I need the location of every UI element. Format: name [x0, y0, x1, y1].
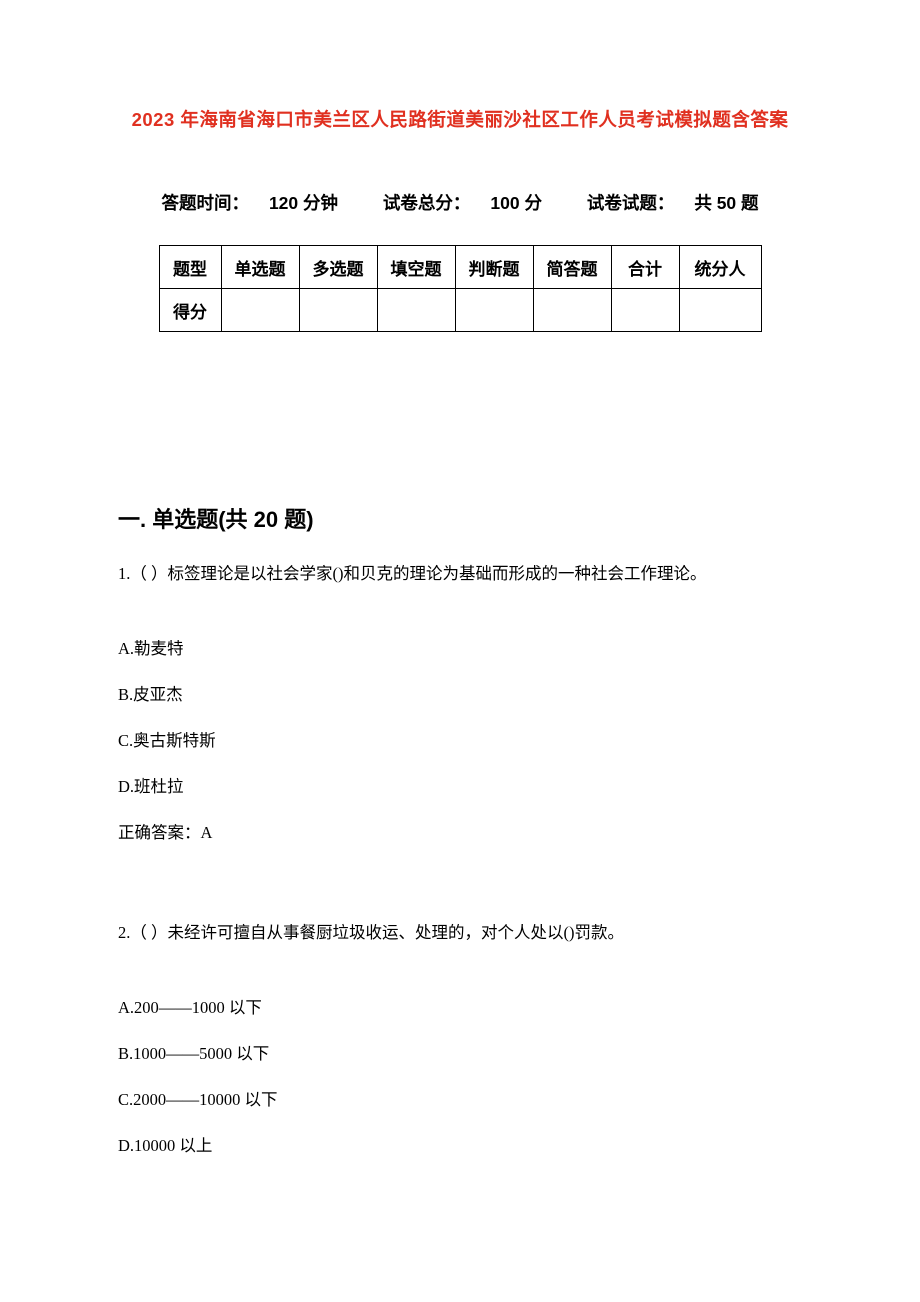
question-block: 2.（ ）未经许可擅自从事餐厨垃圾收运、处理的，对个人处以()罚款。 A.200…: [118, 921, 802, 1156]
time-label: 答题时间：120 分钟: [151, 193, 348, 213]
type-cell: 单选题: [221, 246, 299, 289]
question-block: 1.（ ）标签理论是以社会学家()和贝克的理论为基础而形成的一种社会工作理论。 …: [118, 562, 802, 843]
question-stem: 2.（ ）未经许可擅自从事餐厨垃圾收运、处理的，对个人处以()罚款。: [118, 921, 802, 946]
score-cell: [611, 289, 679, 332]
sum-cell: 合计: [611, 246, 679, 289]
type-cell: 填空题: [377, 246, 455, 289]
option: A.勒麦特: [118, 635, 802, 659]
option: D.班杜拉: [118, 773, 802, 797]
option: B.1000——5000 以下: [118, 1040, 802, 1064]
row-label-cell: 题型: [159, 246, 221, 289]
type-cell: 多选题: [299, 246, 377, 289]
question-text: （ ）未经许可擅自从事餐厨垃圾收运、处理的，对个人处以()罚款。: [130, 923, 624, 942]
score-cell: [533, 289, 611, 332]
option: C.奥古斯特斯: [118, 727, 802, 751]
option: D.10000 以上: [118, 1132, 802, 1156]
type-cell: 简答题: [533, 246, 611, 289]
scorer-cell: 统分人: [679, 246, 761, 289]
score-cell: [221, 289, 299, 332]
score-cell: [679, 289, 761, 332]
type-cell: 判断题: [455, 246, 533, 289]
table-row: 得分: [159, 289, 761, 332]
question-text: （ ）标签理论是以社会学家()和贝克的理论为基础而形成的一种社会工作理论。: [130, 564, 706, 583]
answer-line: 正确答案：A: [118, 819, 802, 843]
question-stem: 1.（ ）标签理论是以社会学家()和贝克的理论为基础而形成的一种社会工作理论。: [118, 562, 802, 587]
score-cell: [377, 289, 455, 332]
total-label: 试卷总分：100 分: [373, 193, 552, 213]
exam-info-line: 答题时间：120 分钟 试卷总分：100 分 试卷试题：共 50 题: [118, 190, 802, 215]
table-row: 题型 单选题 多选题 填空题 判断题 简答题 合计 统分人: [159, 246, 761, 289]
option: A.200——1000 以下: [118, 994, 802, 1018]
row-label-cell: 得分: [159, 289, 221, 332]
score-cell: [455, 289, 533, 332]
count-label: 试卷试题：共 50 题: [577, 193, 769, 213]
option: C.2000——10000 以下: [118, 1086, 802, 1110]
document-page: 2023 年海南省海口市美兰区人民路街道美丽沙社区工作人员考试模拟题含答案 答题…: [0, 0, 920, 1302]
question-number: 1.: [118, 564, 130, 583]
score-table: 题型 单选题 多选题 填空题 判断题 简答题 合计 统分人 得分: [159, 245, 762, 332]
document-title: 2023 年海南省海口市美兰区人民路街道美丽沙社区工作人员考试模拟题含答案: [118, 106, 802, 132]
question-number: 2.: [118, 923, 130, 942]
section-heading: 一. 单选题(共 20 题): [118, 502, 802, 534]
option: B.皮亚杰: [118, 681, 802, 705]
score-cell: [299, 289, 377, 332]
